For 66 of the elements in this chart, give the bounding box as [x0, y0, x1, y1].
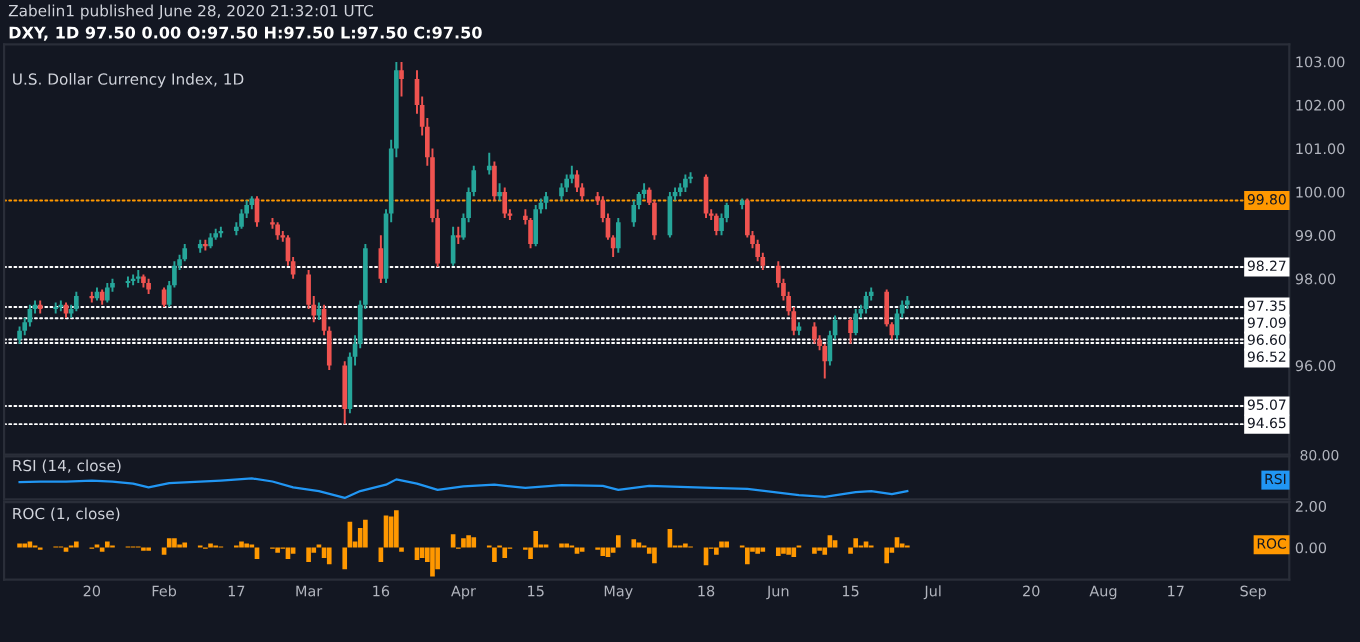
bar [471, 537, 477, 548]
bar [600, 547, 606, 556]
bar [755, 547, 760, 554]
bar [832, 540, 838, 548]
bar [812, 547, 817, 554]
bar [342, 547, 348, 570]
bar [615, 535, 621, 548]
bar [533, 531, 539, 548]
bar [528, 547, 533, 560]
bar [166, 538, 172, 548]
bar [74, 541, 79, 548]
bar [435, 547, 440, 570]
bar [822, 547, 828, 555]
candlestick [502, 186, 508, 219]
bar [863, 541, 869, 548]
bar [848, 547, 853, 554]
bar [363, 519, 368, 548]
candlestick [533, 203, 539, 248]
candlestick [755, 238, 760, 263]
bar [775, 547, 781, 556]
bar [239, 541, 244, 548]
bar [357, 527, 363, 548]
bar [724, 541, 730, 548]
bar [636, 542, 642, 548]
candlestick [492, 160, 497, 202]
bar [502, 547, 508, 558]
bar [781, 547, 786, 554]
bar [714, 547, 719, 555]
bar [466, 535, 471, 548]
candlestick [104, 282, 110, 304]
bar [306, 547, 311, 563]
bar [719, 541, 724, 548]
candlestick [399, 61, 404, 98]
bar [652, 547, 657, 564]
bar [492, 547, 497, 563]
bar [394, 510, 399, 548]
bar [275, 547, 280, 553]
bar [182, 542, 188, 548]
candlestick [714, 212, 719, 237]
bar [745, 547, 750, 565]
bar [388, 516, 394, 548]
bar [827, 535, 833, 548]
candlestick [239, 208, 244, 230]
bar [326, 547, 332, 565]
bar [853, 538, 859, 548]
candlestick [342, 360, 348, 426]
bar [631, 539, 637, 548]
candlestick [812, 321, 817, 345]
bar [461, 538, 466, 548]
candlestick [853, 308, 859, 337]
candlestick [848, 316, 853, 345]
candlestick [74, 290, 79, 313]
bar [884, 547, 890, 564]
bar [172, 538, 177, 548]
candlestick [486, 151, 492, 176]
candlestick [615, 216, 621, 254]
bar [894, 537, 900, 548]
bar [27, 541, 33, 548]
bar [791, 547, 797, 557]
candlestick [528, 216, 533, 250]
candlestick [631, 199, 637, 228]
bar [430, 547, 435, 577]
bar [104, 541, 110, 548]
candlestick [822, 342, 828, 380]
bar [786, 547, 791, 555]
text: DXY, 1D 97.50 0.00 O:97.50 H:97.50 L:97.50 C:97.50 [9, 26, 482, 41]
